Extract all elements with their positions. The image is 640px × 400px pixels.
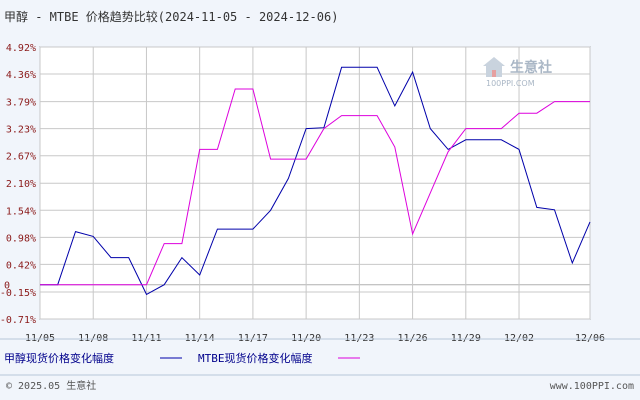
watermark-url: 100PPI.COM (486, 79, 535, 88)
y-tick-label: 3.79% (6, 98, 36, 109)
legend-label-mtbe: MTBE现货价格变化幅度 (198, 351, 313, 365)
y-tick-label: 2.67% (6, 152, 36, 163)
y-tick-label: 0.98% (6, 233, 36, 244)
y-tick-label: 1.54% (6, 206, 36, 217)
y-tick-label: -0.15% (0, 288, 36, 299)
legend: 甲醇现货价格变化幅度 MTBE现货价格变化幅度 (4, 351, 360, 365)
y-axis-ticks: 4.92% 4.36% 3.79% 3.23% 2.67% 2.10% 1.54% 0.98%… (0, 43, 36, 326)
watermark-brand: 生意社 (510, 59, 552, 76)
y-tick-label: 3.23% (6, 125, 36, 136)
chart-title: 甲醇 - MTBE 价格趋势比较(2024-11-05 - 2024-12-06… (4, 9, 338, 24)
footer-site: www.100PPI.com (550, 381, 634, 392)
series-line-methanol (40, 66, 591, 296)
y-tick-label: 0.42% (6, 260, 36, 271)
watermark-logo-icon (483, 57, 505, 77)
series-line-mtbe (40, 88, 590, 286)
y-tick-label: -0.71% (0, 315, 36, 326)
y-tick-label: 4.36% (6, 70, 36, 81)
y-zero-label: 0 (4, 281, 10, 292)
legend-label-methanol: 甲醇现货价格变化幅度 (4, 351, 114, 365)
y-tick-label: 4.92% (6, 43, 36, 54)
watermark: 生意社 100PPI.COM (483, 57, 552, 88)
y-tick-label: 2.10% (6, 179, 36, 190)
series (40, 66, 591, 296)
footer-copyright: © 2025.05 生意社 (6, 379, 96, 392)
